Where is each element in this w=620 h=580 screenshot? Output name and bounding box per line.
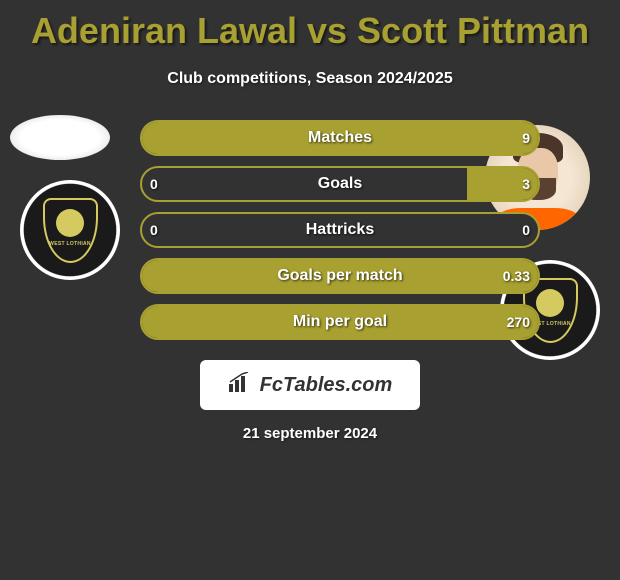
- stat-label: Matches: [308, 129, 372, 147]
- stat-left-value: 0: [150, 176, 158, 192]
- stat-label: Goals: [318, 175, 362, 193]
- stat-right-value: 0.33: [503, 268, 530, 284]
- stat-left-value: 0: [150, 222, 158, 238]
- stat-row: Goals per match 0.33: [140, 258, 540, 294]
- stat-label: Hattricks: [306, 221, 374, 239]
- subtitle: Club competitions, Season 2024/2025: [0, 70, 620, 88]
- club-crest-left: WEST LOTHIAN: [20, 180, 120, 280]
- shield-text-left: WEST LOTHIAN: [49, 241, 91, 247]
- stat-label: Min per goal: [293, 313, 387, 331]
- stat-right-value: 270: [507, 314, 530, 330]
- player-photo-left: [10, 115, 110, 160]
- date-label: 21 september 2024: [0, 425, 620, 442]
- comparison-title: Adeniran Lawal vs Scott Pittman: [0, 0, 620, 52]
- stat-right-value: 3: [522, 176, 530, 192]
- stat-row: Matches 9: [140, 120, 540, 156]
- stat-row: 0 Goals 3: [140, 166, 540, 202]
- stat-label: Goals per match: [277, 267, 402, 285]
- chart-icon: [228, 372, 252, 398]
- stat-right-value: 9: [522, 130, 530, 146]
- stats-container: Matches 9 0 Goals 3 0 Hattricks 0 Goals per matc…: [140, 120, 540, 350]
- footer-logo: FcTables.com: [200, 360, 420, 410]
- shield-icon: WEST LOTHIAN: [43, 198, 98, 263]
- stat-row: 0 Hattricks 0: [140, 212, 540, 248]
- stat-row: Min per goal 270: [140, 304, 540, 340]
- footer-brand: FcTables.com: [260, 374, 393, 397]
- stat-right-value: 0: [522, 222, 530, 238]
